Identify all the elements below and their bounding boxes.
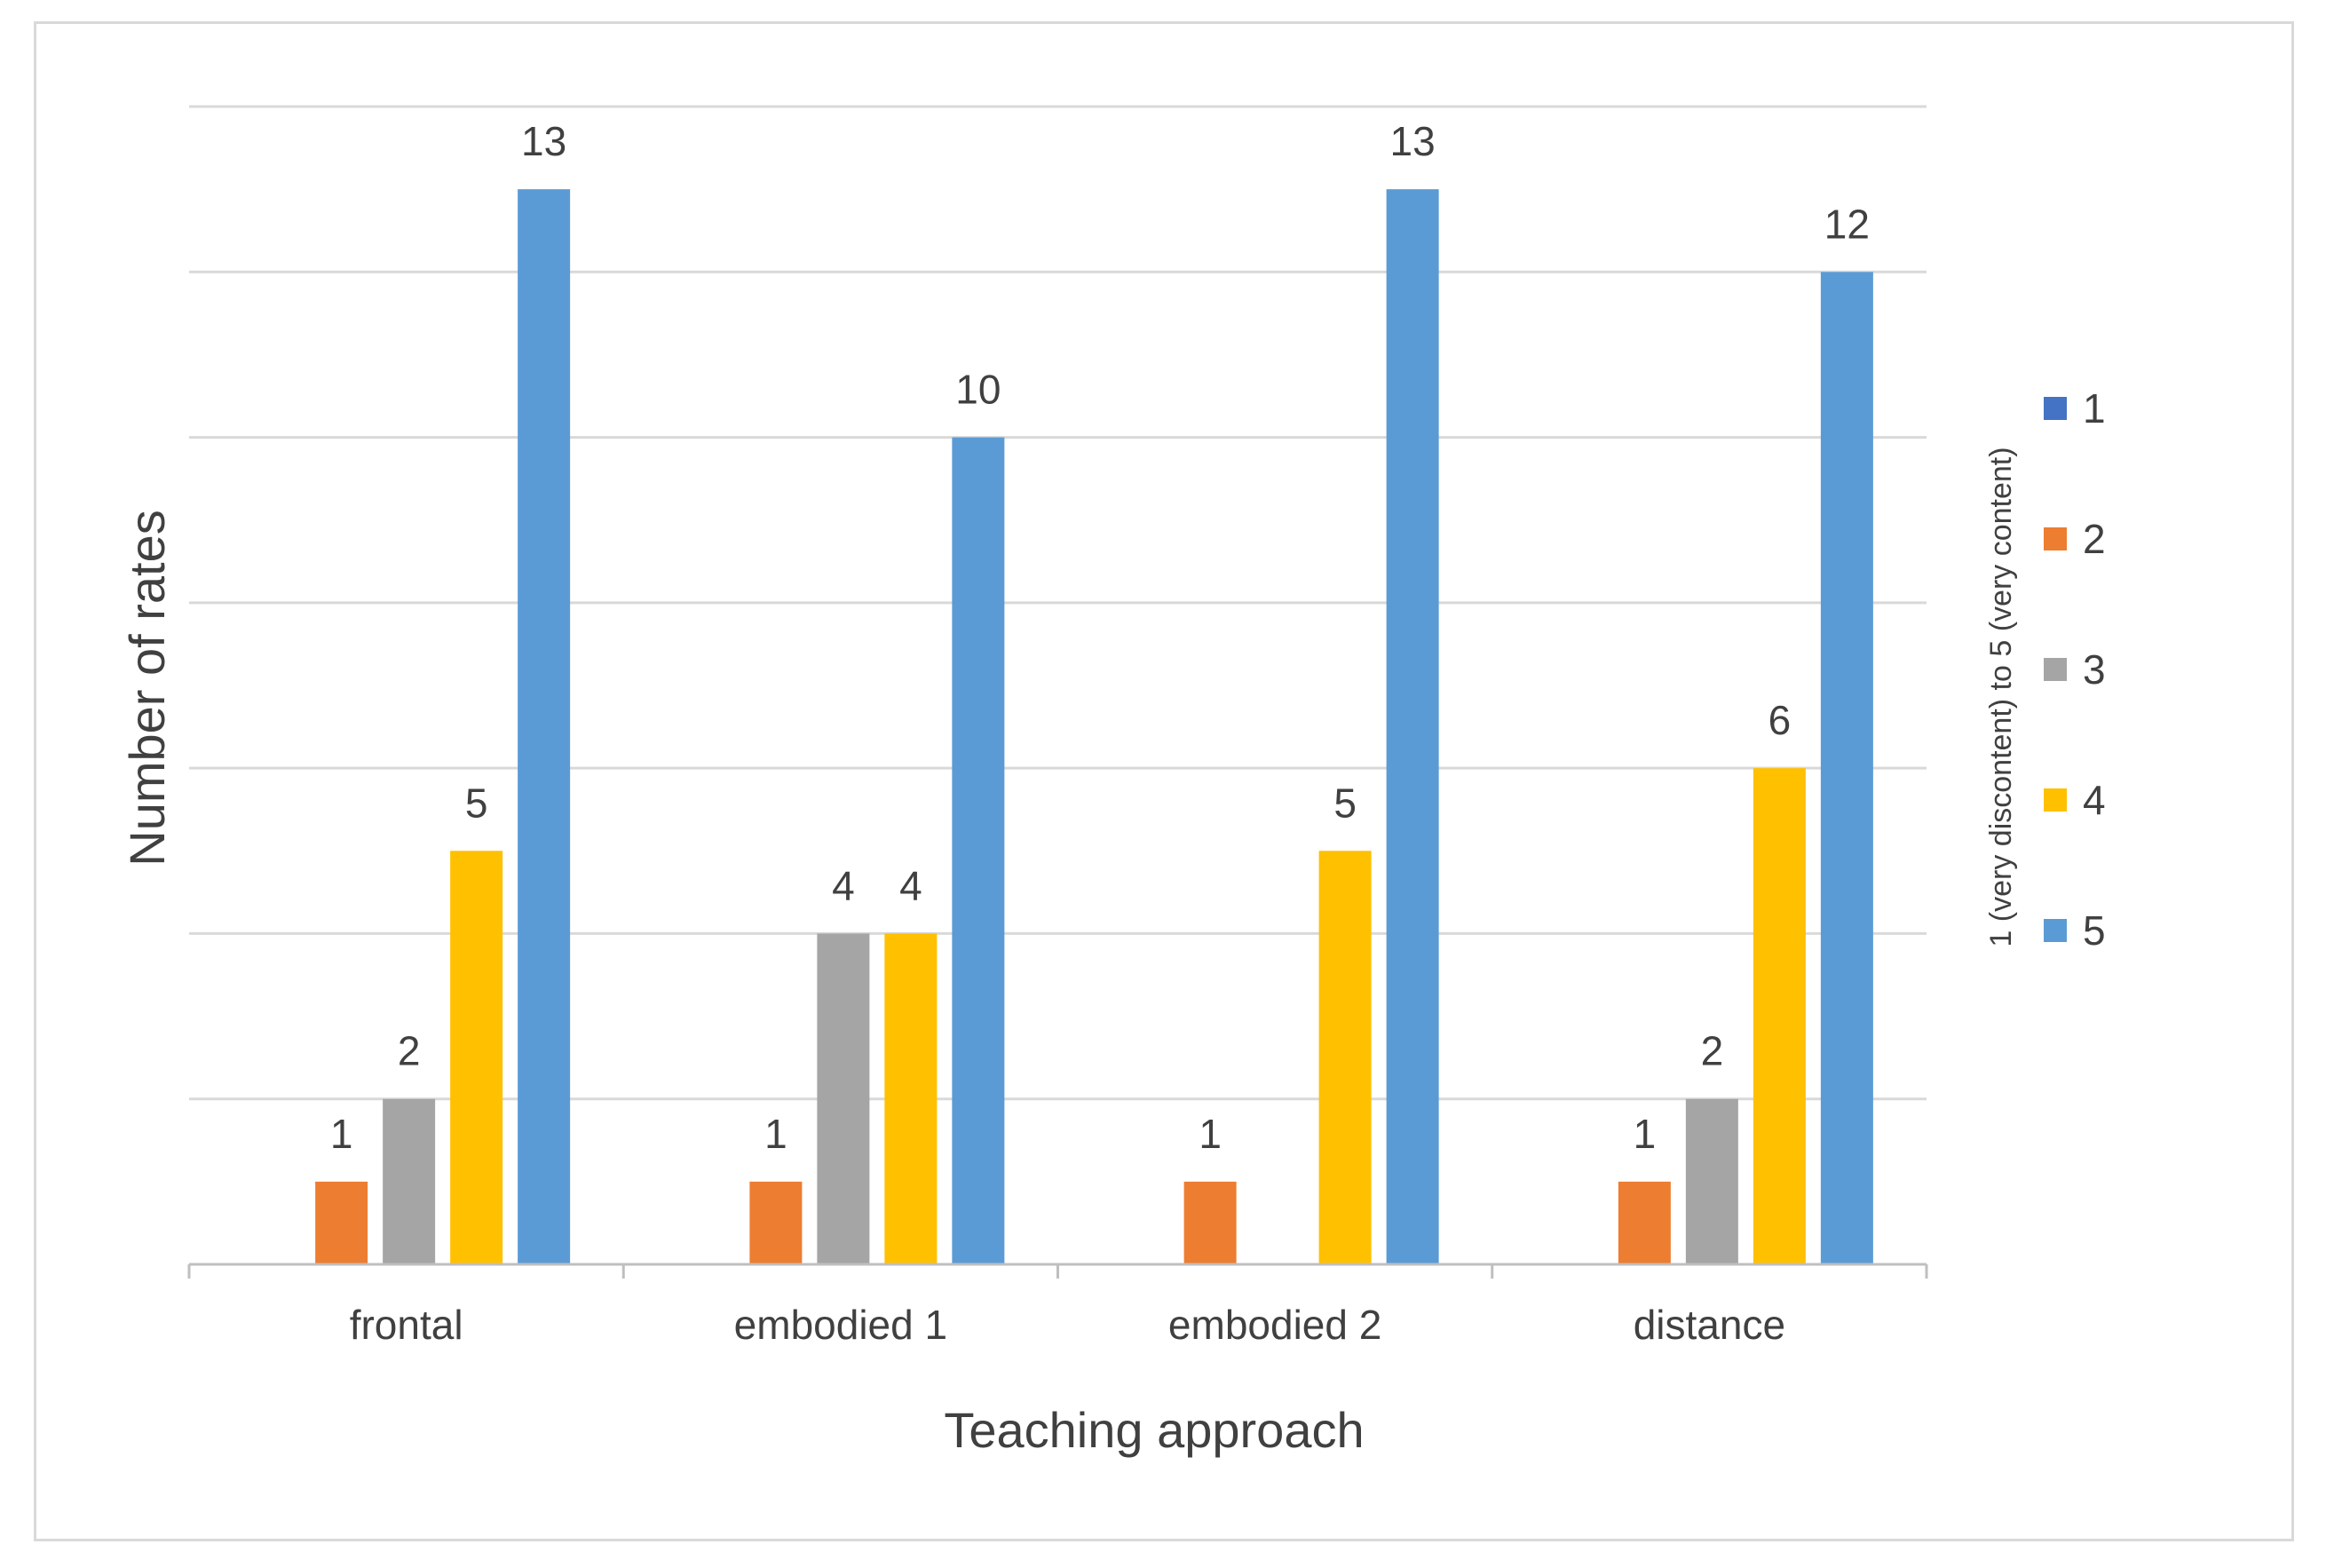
bar-distance-series-4 xyxy=(1753,768,1806,1264)
data-label: 5 xyxy=(465,780,488,826)
bar-embodied-1-series-5 xyxy=(952,437,1005,1265)
x-axis-title: Teaching approach xyxy=(944,1402,1364,1458)
x-tick-label: embodied 1 xyxy=(734,1302,947,1348)
y-axis-title: Number of rates xyxy=(119,510,175,867)
data-label: 4 xyxy=(832,862,855,908)
data-label: 13 xyxy=(1390,118,1436,164)
legend-label-1: 1 xyxy=(2083,385,2106,432)
legend-swatch-2 xyxy=(2044,527,2067,550)
bar-embodied-1-series-3 xyxy=(817,933,870,1264)
gridlines xyxy=(189,105,1927,1101)
data-label: 12 xyxy=(1824,201,1870,247)
data-label: 2 xyxy=(398,1028,421,1074)
chart-frame xyxy=(34,21,2294,1541)
bar-frontal-series-2 xyxy=(315,1181,368,1264)
bar-distance-series-3 xyxy=(1685,1098,1738,1264)
legend-label-2: 2 xyxy=(2083,516,2106,562)
data-label: 2 xyxy=(1701,1028,1724,1074)
x-axis xyxy=(187,1263,1928,1279)
data-label: 13 xyxy=(521,118,566,164)
bar-embodied-1-series-2 xyxy=(749,1181,803,1264)
data-label: 6 xyxy=(1768,697,1792,743)
legend-swatch-5 xyxy=(2044,919,2067,942)
data-label: 10 xyxy=(955,367,1001,413)
legend-swatch-1 xyxy=(2044,397,2067,420)
x-tick-labels: frontal embodied 1 embodied 2 distance xyxy=(350,1302,1785,1348)
legend: 1 2 3 4 5 xyxy=(2044,385,2106,954)
bar-distance-series-2 xyxy=(1618,1181,1671,1264)
data-label: 1 xyxy=(1634,1111,1657,1157)
bar-embodied-2-series-5 xyxy=(1386,189,1439,1265)
bar-embodied-1-series-4 xyxy=(884,933,938,1264)
legend-swatch-3 xyxy=(2044,658,2067,681)
legend-label-4: 4 xyxy=(2083,777,2106,823)
bar-embodied-2-series-4 xyxy=(1318,851,1372,1264)
bar-embodied-2-series-2 xyxy=(1183,1181,1237,1264)
data-label: 1 xyxy=(330,1111,353,1157)
data-label: 4 xyxy=(899,862,922,908)
x-tick-label: distance xyxy=(1634,1302,1785,1348)
bar-frontal-series-3 xyxy=(383,1098,436,1264)
legend-swatch-4 xyxy=(2044,788,2067,812)
bar-frontal-series-4 xyxy=(450,851,503,1264)
bar-distance-series-5 xyxy=(1820,272,1873,1265)
x-tick-label: frontal xyxy=(350,1302,463,1348)
legend-label-5: 5 xyxy=(2083,907,2106,954)
legend-label-3: 3 xyxy=(2083,646,2106,693)
legend-title: 1 (very discontent) to 5 (very content) xyxy=(1984,447,2018,946)
bar-frontal-series-5 xyxy=(518,189,571,1265)
x-tick-label: embodied 2 xyxy=(1168,1302,1381,1348)
data-label: 1 xyxy=(764,1111,787,1157)
data-label: 5 xyxy=(1333,780,1357,826)
data-label: 1 xyxy=(1199,1111,1222,1157)
bars xyxy=(315,189,1873,1265)
